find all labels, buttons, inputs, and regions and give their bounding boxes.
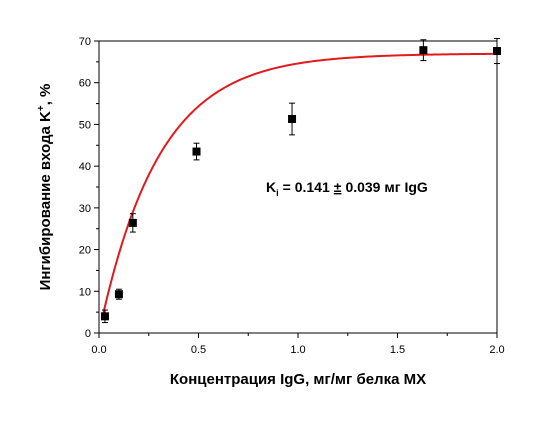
annotation-subscript: i bbox=[276, 188, 279, 198]
data-point bbox=[288, 115, 297, 124]
x-tick-label: 2.0 bbox=[489, 344, 504, 356]
x-tick-label: 0.0 bbox=[91, 344, 106, 356]
y-axis-title-sup: + bbox=[36, 105, 47, 111]
y-tick-label: 60 bbox=[79, 78, 91, 90]
y-tick-label: 30 bbox=[79, 203, 91, 215]
y-tick-label: 40 bbox=[79, 161, 91, 173]
x-tick-label: 0.5 bbox=[191, 344, 206, 356]
x-axis-title: Концентрация IgG, мг/мг белка МХ bbox=[170, 371, 426, 388]
annotation-value: = 0.141 bbox=[283, 179, 330, 195]
x-tick-label: 1.5 bbox=[390, 344, 405, 356]
annotation: Ki = 0.141 ±0.039 мг IgG bbox=[266, 179, 428, 198]
x-axis-ticks: 0.0 0.5 1.0 1.5 2.0 bbox=[91, 333, 505, 356]
data-point bbox=[100, 312, 109, 321]
y-tick-label: 0 bbox=[85, 328, 91, 340]
data-point bbox=[419, 46, 428, 55]
y-axis-title-tail: , % bbox=[37, 84, 54, 106]
y-tick-label: 50 bbox=[79, 119, 91, 131]
y-axis-title: Ингибирование входа K+, % bbox=[36, 84, 54, 291]
y-axis-ticks: 0 10 20 30 40 50 60 70 bbox=[79, 36, 99, 340]
annotation-rest: 0.039 мг IgG bbox=[345, 179, 427, 195]
x-tick-label: 1.0 bbox=[290, 344, 305, 356]
data-point bbox=[114, 290, 123, 299]
y-tick-label: 70 bbox=[79, 36, 91, 48]
annotation-prefix: K bbox=[266, 179, 276, 195]
annotation-plusminus: ± bbox=[334, 179, 342, 195]
data-point bbox=[493, 47, 501, 56]
data-point bbox=[192, 147, 201, 156]
y-axis-title-main: Ингибирование входа K bbox=[37, 111, 54, 290]
fit-curve bbox=[102, 52, 498, 316]
data-point bbox=[128, 218, 137, 227]
data-points bbox=[100, 37, 501, 324]
y-tick-label: 20 bbox=[79, 245, 91, 257]
y-tick-label: 10 bbox=[79, 286, 91, 298]
